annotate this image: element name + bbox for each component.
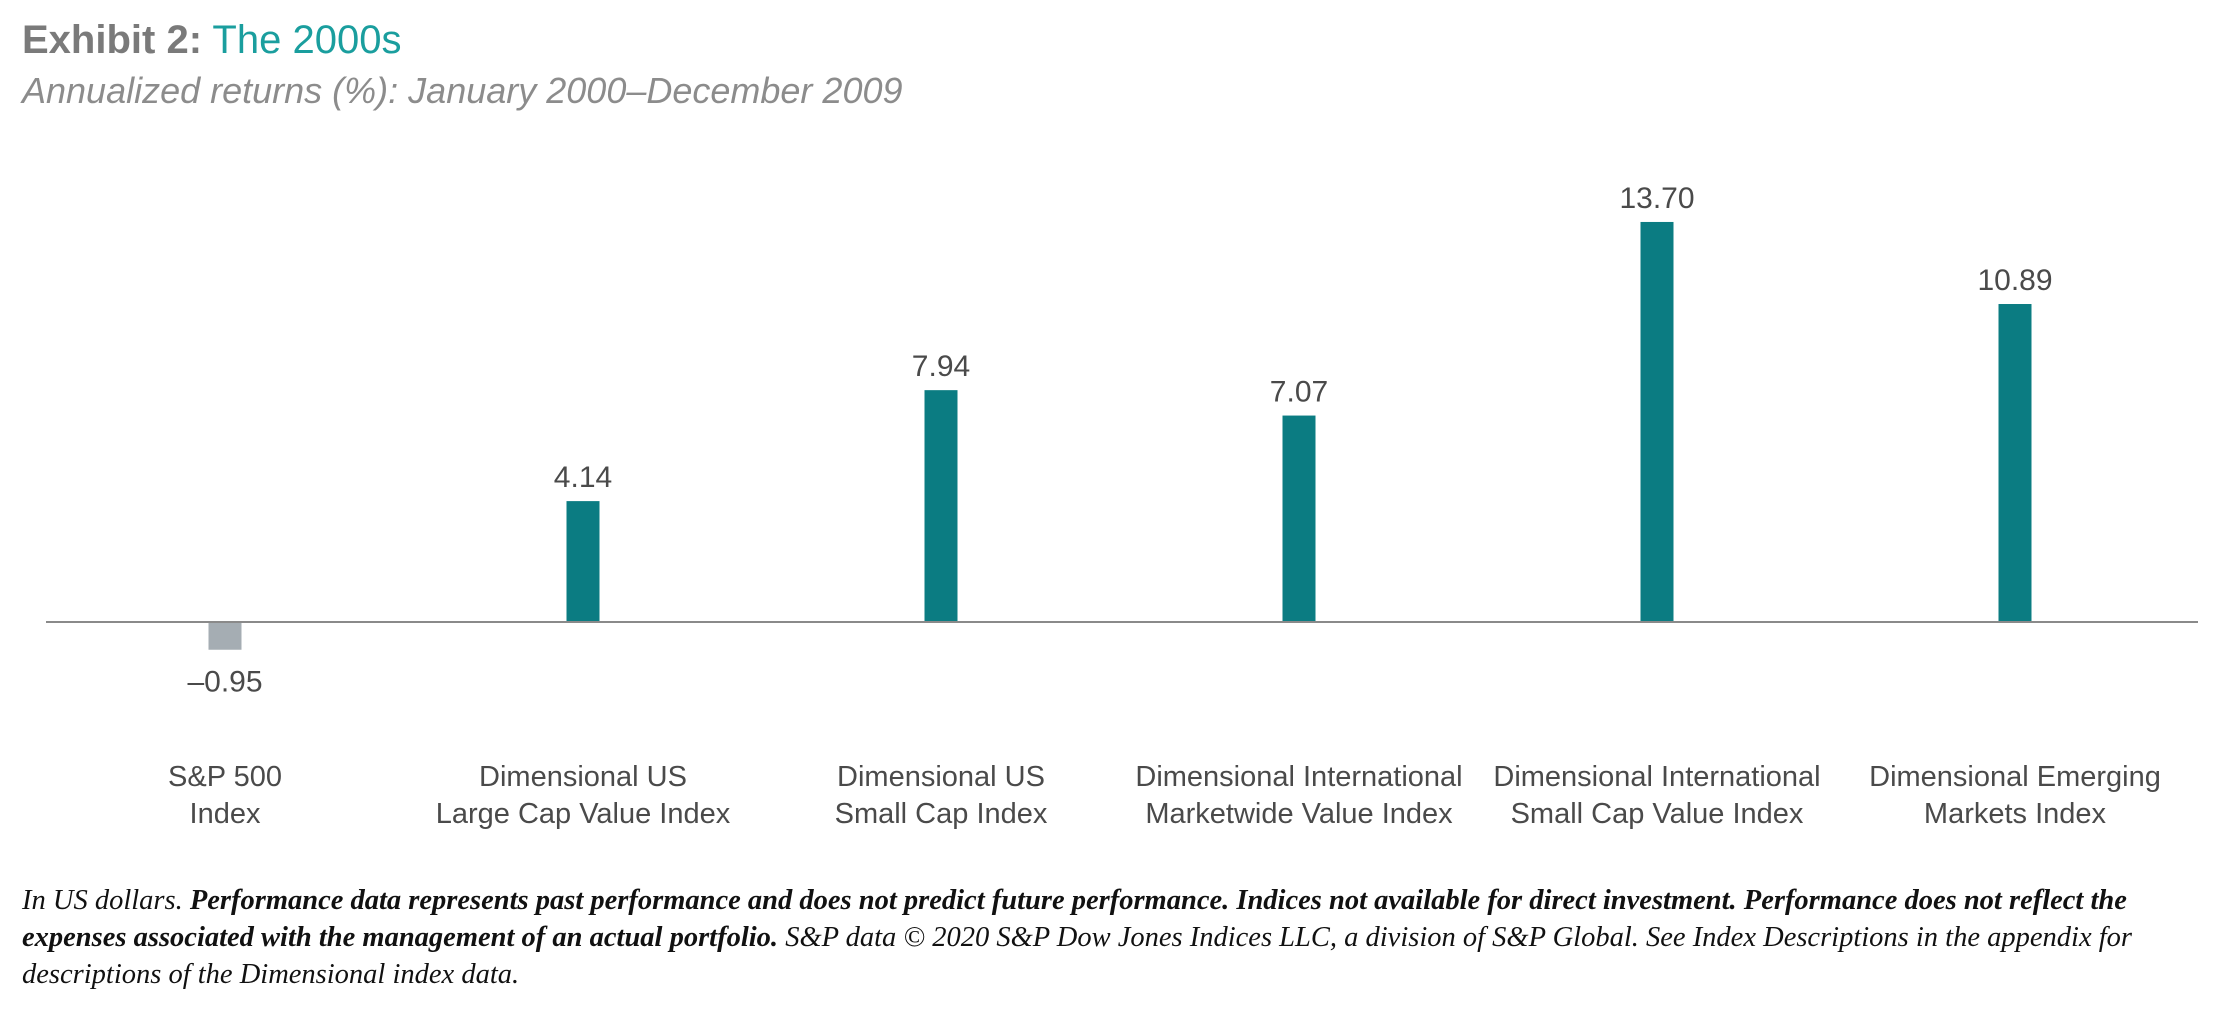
value-label-1: –0.95 (187, 666, 262, 699)
value-label-5: 13.70 (1619, 182, 1694, 215)
category-label-3-line-1: Dimensional US (837, 761, 1045, 793)
value-label-2: 4.14 (554, 461, 612, 494)
footnote-source: S&P data © 2020 S&P Dow Jones Indices LL… (22, 922, 2132, 990)
bar-3 (924, 390, 958, 622)
footnote-intro: In US dollars. (22, 885, 190, 916)
category-label-5-line-2: Small Cap Value Index (1511, 798, 1804, 830)
category-label-4-line-2: Marketwide Value Index (1145, 798, 1453, 830)
bar-chart: –0.95 4.14 7.94 7.07 13.70 10.89 S&P 500 Index… (46, 182, 2198, 830)
footnote: In US dollars. Performance data represen… (22, 882, 2202, 993)
value-label-3: 7.94 (912, 350, 970, 383)
value-label-4: 7.07 (1270, 376, 1328, 409)
category-label-4-line-1: Dimensional International (1135, 761, 1462, 793)
chart-subtitle: Annualized returns (%): January 2000–Dec… (22, 70, 903, 111)
category-label-6-line-1: Dimensional Emerging (1869, 761, 2161, 793)
exhibit-title: The 2000s (212, 18, 402, 62)
category-label-1-line-2: Index (190, 798, 261, 830)
bar-1 (208, 622, 242, 650)
chart-category-labels: S&P 500 Index Dimensional US Large Cap Valu… (168, 761, 2161, 830)
category-label-1-line-1: S&P 500 (168, 761, 282, 793)
category-label-3-line-2: Small Cap Index (835, 798, 1048, 830)
chart-bars (208, 221, 2032, 650)
chart-title: Exhibit 2: The 2000s (22, 14, 401, 66)
bar-4 (1282, 415, 1316, 622)
bar-2 (566, 501, 600, 622)
category-label-2-line-2: Large Cap Value Index (436, 798, 731, 830)
category-label-2-line-1: Dimensional US (479, 761, 687, 793)
value-label-6: 10.89 (1977, 264, 2052, 297)
category-label-6-line-2: Markets Index (1924, 798, 2107, 830)
chart-value-labels: –0.95 4.14 7.94 7.07 13.70 10.89 (187, 182, 2052, 699)
footnote-disclaimer: Performance data represents past perform… (22, 885, 2127, 953)
category-label-5-line-1: Dimensional International (1493, 761, 1820, 793)
exhibit-label: Exhibit 2: (22, 18, 203, 62)
bar-5 (1640, 221, 1674, 622)
bar-6 (1998, 304, 2032, 622)
